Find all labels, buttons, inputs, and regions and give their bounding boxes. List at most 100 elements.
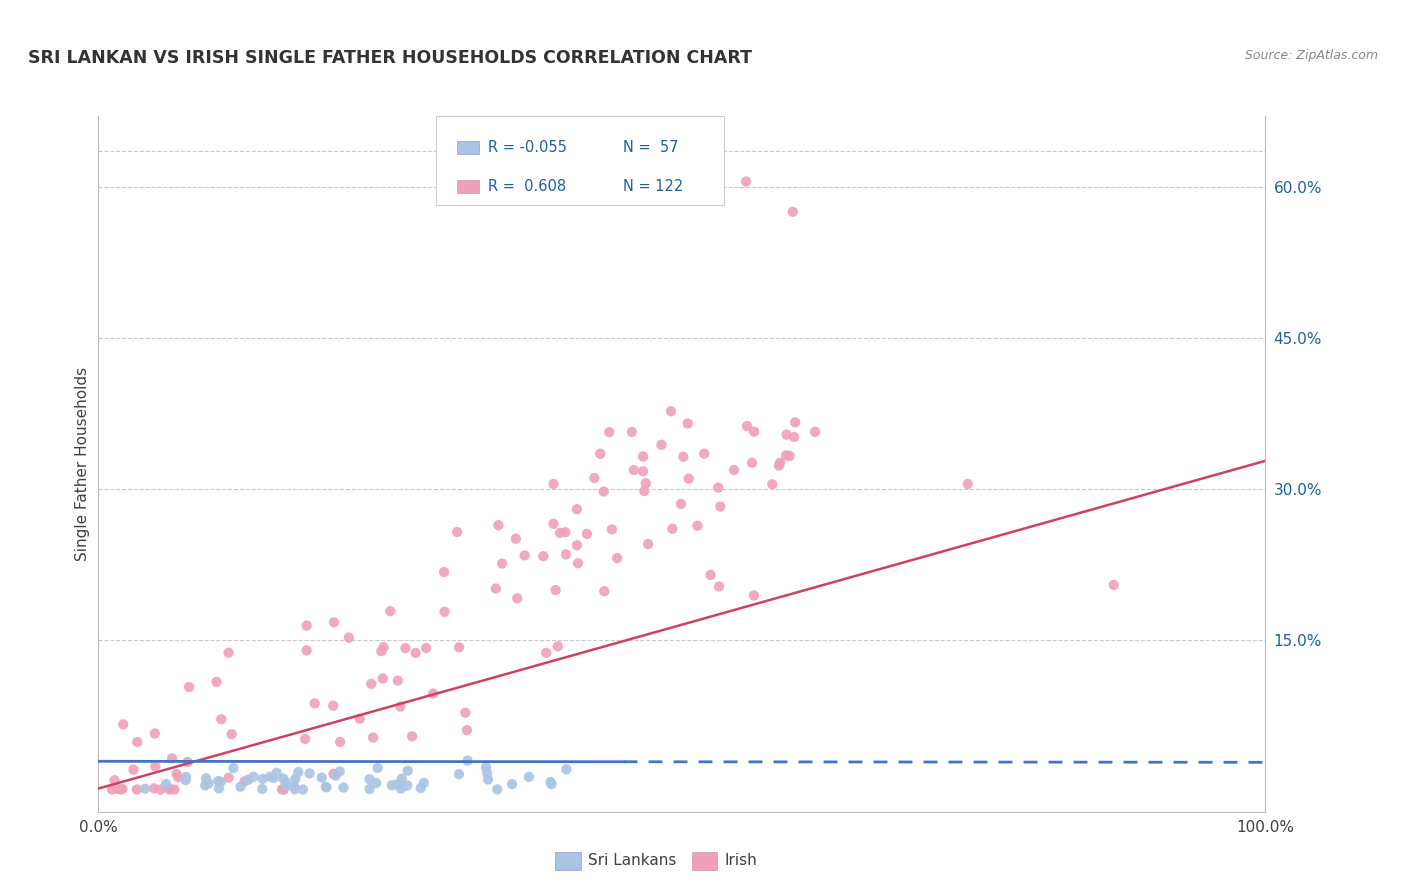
- Point: [593, 584, 616, 599]
- Point: [1102, 578, 1125, 592]
- Point: [409, 780, 432, 795]
- Point: [125, 782, 148, 797]
- Point: [284, 772, 307, 786]
- Point: [322, 767, 344, 781]
- Point: [678, 472, 700, 486]
- Point: [707, 579, 730, 593]
- Point: [650, 438, 672, 452]
- Point: [359, 782, 381, 797]
- Point: [266, 765, 288, 780]
- Point: [783, 430, 806, 444]
- Point: [606, 551, 628, 566]
- Point: [252, 781, 274, 796]
- Point: [155, 777, 177, 791]
- Point: [159, 781, 181, 796]
- Text: Source: ZipAtlas.com: Source: ZipAtlas.com: [1244, 49, 1378, 62]
- Point: [956, 477, 979, 491]
- Point: [329, 735, 352, 749]
- Point: [775, 427, 797, 442]
- Point: [540, 777, 562, 791]
- Text: Sri Lankans: Sri Lankans: [588, 854, 676, 868]
- Point: [315, 780, 337, 795]
- Point: [127, 735, 149, 749]
- Point: [517, 770, 540, 784]
- Point: [229, 780, 252, 794]
- Point: [779, 449, 801, 463]
- Point: [742, 425, 765, 439]
- Point: [565, 538, 588, 552]
- Point: [294, 731, 316, 746]
- Point: [276, 779, 298, 793]
- Point: [415, 640, 437, 655]
- Point: [485, 582, 508, 596]
- Point: [218, 771, 240, 785]
- Point: [565, 502, 588, 516]
- Text: N = 122: N = 122: [623, 178, 683, 194]
- Point: [741, 456, 763, 470]
- Point: [454, 706, 477, 720]
- Point: [742, 589, 765, 603]
- Point: [295, 643, 318, 657]
- Point: [380, 604, 402, 618]
- Point: [412, 776, 434, 790]
- Point: [167, 770, 190, 784]
- Point: [163, 782, 186, 797]
- Point: [337, 631, 360, 645]
- Point: [761, 477, 783, 491]
- Point: [707, 481, 730, 495]
- Y-axis label: Single Father Households: Single Father Households: [75, 367, 90, 561]
- Point: [769, 456, 792, 470]
- Point: [676, 417, 699, 431]
- Point: [112, 717, 135, 731]
- Point: [456, 723, 478, 738]
- Point: [209, 712, 232, 726]
- Point: [600, 522, 623, 536]
- Point: [122, 763, 145, 777]
- Point: [283, 780, 305, 794]
- Point: [544, 582, 567, 597]
- Point: [536, 646, 558, 660]
- Point: [547, 640, 569, 654]
- Point: [389, 781, 412, 796]
- Point: [371, 672, 394, 686]
- Point: [531, 549, 554, 564]
- Point: [782, 204, 804, 219]
- Point: [672, 450, 695, 464]
- Point: [735, 419, 758, 434]
- Point: [207, 773, 229, 788]
- Point: [391, 772, 413, 786]
- Point: [491, 557, 513, 571]
- Point: [273, 782, 295, 797]
- Point: [311, 771, 333, 785]
- Point: [143, 726, 166, 740]
- Point: [315, 780, 337, 794]
- Point: [401, 729, 423, 743]
- Point: [103, 773, 125, 788]
- Point: [389, 699, 412, 714]
- Point: [422, 686, 444, 700]
- Point: [242, 770, 264, 784]
- Point: [381, 778, 404, 792]
- Point: [298, 766, 321, 780]
- Point: [222, 761, 245, 775]
- Point: [589, 447, 612, 461]
- Point: [233, 774, 256, 789]
- Point: [273, 772, 295, 786]
- Point: [723, 463, 745, 477]
- Point: [367, 761, 389, 775]
- Point: [554, 525, 576, 540]
- Point: [166, 767, 188, 781]
- Point: [295, 618, 318, 632]
- Point: [195, 772, 218, 786]
- Point: [373, 640, 395, 655]
- Point: [709, 500, 731, 514]
- Point: [598, 425, 620, 439]
- Point: [623, 463, 645, 477]
- Point: [177, 680, 200, 694]
- Point: [592, 484, 614, 499]
- Point: [447, 767, 470, 781]
- Point: [433, 605, 456, 619]
- Point: [505, 532, 527, 546]
- Point: [361, 731, 384, 745]
- Text: R = -0.055: R = -0.055: [488, 140, 567, 155]
